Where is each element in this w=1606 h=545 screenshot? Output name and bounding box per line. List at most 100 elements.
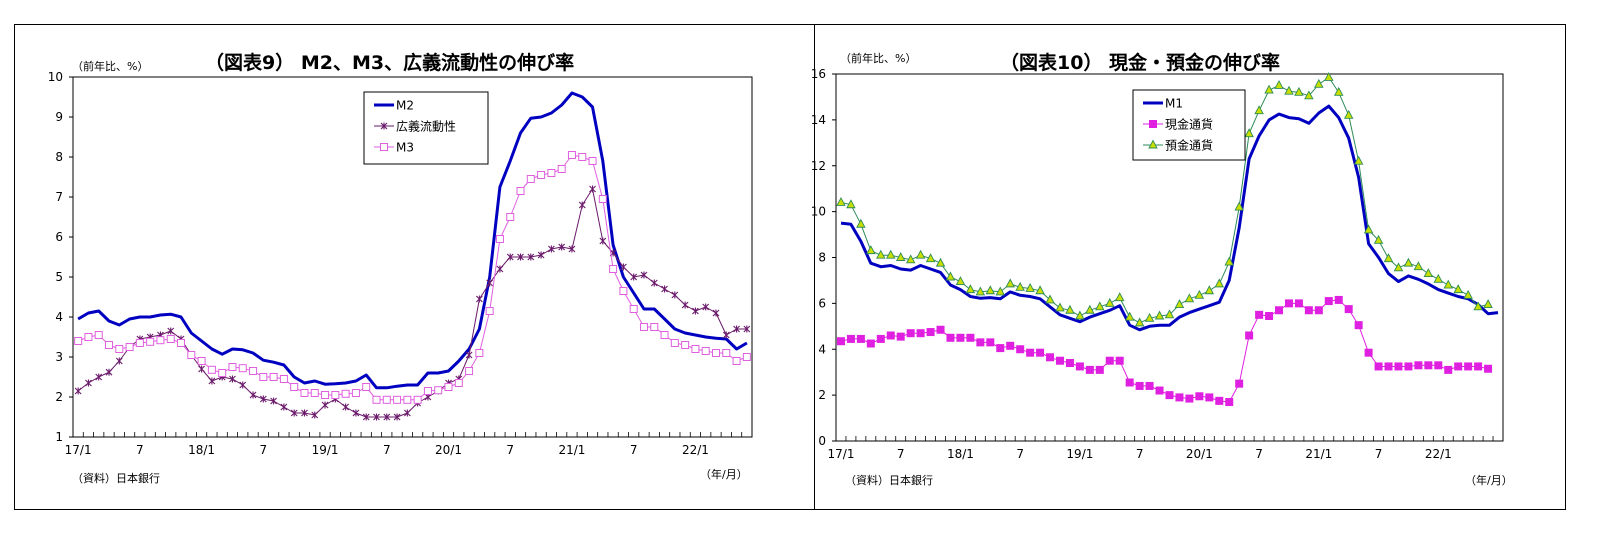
c9-data-point-2 bbox=[166, 335, 175, 343]
c9-y-tick-label: 4 bbox=[55, 310, 63, 324]
c10-data-point-2 bbox=[1284, 85, 1294, 95]
c10-data-point-1 bbox=[1046, 353, 1055, 362]
c9-data-point-2 bbox=[310, 389, 319, 397]
c9-data-point-2 bbox=[177, 339, 186, 347]
c9-data-point-2 bbox=[434, 386, 443, 395]
c9-data-point-2 bbox=[115, 345, 124, 353]
c9-data-point-2 bbox=[742, 353, 751, 361]
c10-data-point-2 bbox=[1274, 80, 1284, 89]
c9-data-point-2 bbox=[146, 337, 155, 346]
c9-data-point-2 bbox=[485, 307, 494, 315]
c10-data-point-2 bbox=[856, 218, 866, 228]
c10-data-point-1 bbox=[1414, 361, 1423, 370]
c10-legend-label-1: 現金通貨 bbox=[1165, 117, 1213, 132]
c10-data-point-2 bbox=[965, 284, 976, 294]
c10-data-point-2 bbox=[1224, 256, 1234, 266]
c10-data-point-2 bbox=[1055, 302, 1065, 312]
c10-data-point-1 bbox=[1006, 341, 1015, 350]
c10-data-point-2 bbox=[1144, 312, 1155, 322]
c9-data-point-2 bbox=[475, 349, 484, 357]
c9-data-point-2 bbox=[156, 336, 165, 345]
c9-data-point-1 bbox=[547, 245, 555, 253]
c10-data-point-1 bbox=[1255, 310, 1264, 319]
c9-data-point-1 bbox=[321, 401, 329, 409]
c10-data-point-2 bbox=[1085, 304, 1095, 314]
c10-data-point-2 bbox=[895, 252, 906, 261]
c10-data-point-1 bbox=[996, 344, 1005, 353]
c10-data-point-1 bbox=[1404, 362, 1413, 371]
c9-data-point-1 bbox=[373, 413, 380, 421]
c10-data-point-2 bbox=[1194, 289, 1205, 299]
c10-data-point-2 bbox=[1105, 297, 1115, 307]
c9-data-point-1 bbox=[393, 413, 401, 421]
c9-x-tick-label: 7 bbox=[383, 443, 391, 457]
c10-data-point-2 bbox=[846, 199, 856, 209]
c9-data-point-2 bbox=[711, 349, 720, 357]
c10-x-tick-label: 17/1 bbox=[828, 447, 855, 461]
c10-legend-marker-2 bbox=[1148, 139, 1158, 149]
c9-data-point-2 bbox=[321, 391, 330, 399]
c10-data-point-1 bbox=[1215, 396, 1224, 405]
c9-data-point-1 bbox=[630, 273, 638, 281]
c10-data-point-1 bbox=[1145, 381, 1154, 390]
c9-y-tick-label: 6 bbox=[55, 230, 63, 244]
c10-data-point-2 bbox=[1304, 90, 1314, 100]
c9-y-tick-label: 3 bbox=[55, 350, 63, 364]
c9-legend-marker-2 bbox=[380, 143, 388, 151]
c10-data-point-2 bbox=[1294, 86, 1304, 96]
c9-legend-label-1: 広義流動性 bbox=[396, 119, 456, 134]
c9-data-point-1 bbox=[620, 263, 627, 271]
c10-data-point-1 bbox=[846, 334, 855, 343]
c10-data-point-1 bbox=[966, 333, 975, 342]
c9-x-tick-label: 22/1 bbox=[682, 443, 709, 457]
c10-data-point-2 bbox=[1463, 289, 1473, 299]
c9-y-tick-label: 2 bbox=[55, 390, 63, 404]
c10-data-point-2 bbox=[1025, 283, 1035, 292]
c10-data-point-1 bbox=[1175, 393, 1184, 402]
c10-data-point-1 bbox=[1036, 348, 1045, 357]
c9-data-point-1 bbox=[537, 251, 545, 259]
c9-data-point-2 bbox=[423, 387, 432, 395]
c9-legend-marker-1 bbox=[380, 122, 388, 130]
c9-data-point-2 bbox=[681, 341, 690, 349]
y-unit-label-10: （前年比、%） bbox=[840, 52, 917, 65]
c9-x-tick-label: 7 bbox=[260, 443, 268, 457]
c10-data-point-1 bbox=[956, 333, 965, 342]
c10-data-point-2 bbox=[975, 286, 986, 296]
c10-data-point-2 bbox=[1403, 257, 1414, 267]
c10-data-point-2 bbox=[1035, 285, 1045, 295]
c10-data-point-1 bbox=[1484, 364, 1493, 373]
chart-title-10: （図表10） 現金・預金の伸び率 bbox=[1000, 52, 1281, 74]
c10-data-point-1 bbox=[1155, 386, 1164, 395]
c10-data-point-1 bbox=[1235, 379, 1244, 388]
c10-legend-marker-1 bbox=[1149, 120, 1157, 128]
c10-data-point-2 bbox=[1423, 268, 1434, 278]
c9-data-point-1 bbox=[270, 397, 278, 405]
c9-data-point-1 bbox=[74, 387, 82, 395]
c10-data-point-2 bbox=[1343, 109, 1354, 119]
c10-data-point-2 bbox=[1134, 317, 1145, 327]
c10-data-point-1 bbox=[856, 334, 865, 343]
c9-data-point-1 bbox=[558, 243, 566, 251]
c10-data-point-1 bbox=[1165, 391, 1174, 400]
c9-x-tick-label: 17/1 bbox=[65, 443, 92, 457]
c9-data-point-2 bbox=[650, 323, 659, 331]
c10-data-point-1 bbox=[1304, 306, 1313, 315]
c10-data-point-2 bbox=[1164, 309, 1175, 319]
c9-data-point-2 bbox=[135, 339, 144, 347]
c10-data-point-2 bbox=[935, 257, 946, 267]
c10-data-point-2 bbox=[1065, 304, 1075, 314]
c10-data-point-2 bbox=[915, 249, 926, 259]
c10-data-point-2 bbox=[1363, 224, 1374, 234]
c10-legend-label-0: M1 bbox=[1165, 97, 1183, 111]
c10-data-point-1 bbox=[1065, 359, 1074, 368]
c10-data-point-2 bbox=[1015, 281, 1025, 291]
c9-x-tick-label: 20/1 bbox=[435, 443, 462, 457]
c10-data-point-1 bbox=[886, 331, 895, 340]
c9-data-point-1 bbox=[671, 291, 679, 299]
c10-data-point-1 bbox=[1354, 321, 1363, 330]
c10-data-point-1 bbox=[876, 334, 885, 343]
c9-x-tick-label: 7 bbox=[630, 443, 638, 457]
c10-data-point-2 bbox=[1204, 285, 1215, 295]
